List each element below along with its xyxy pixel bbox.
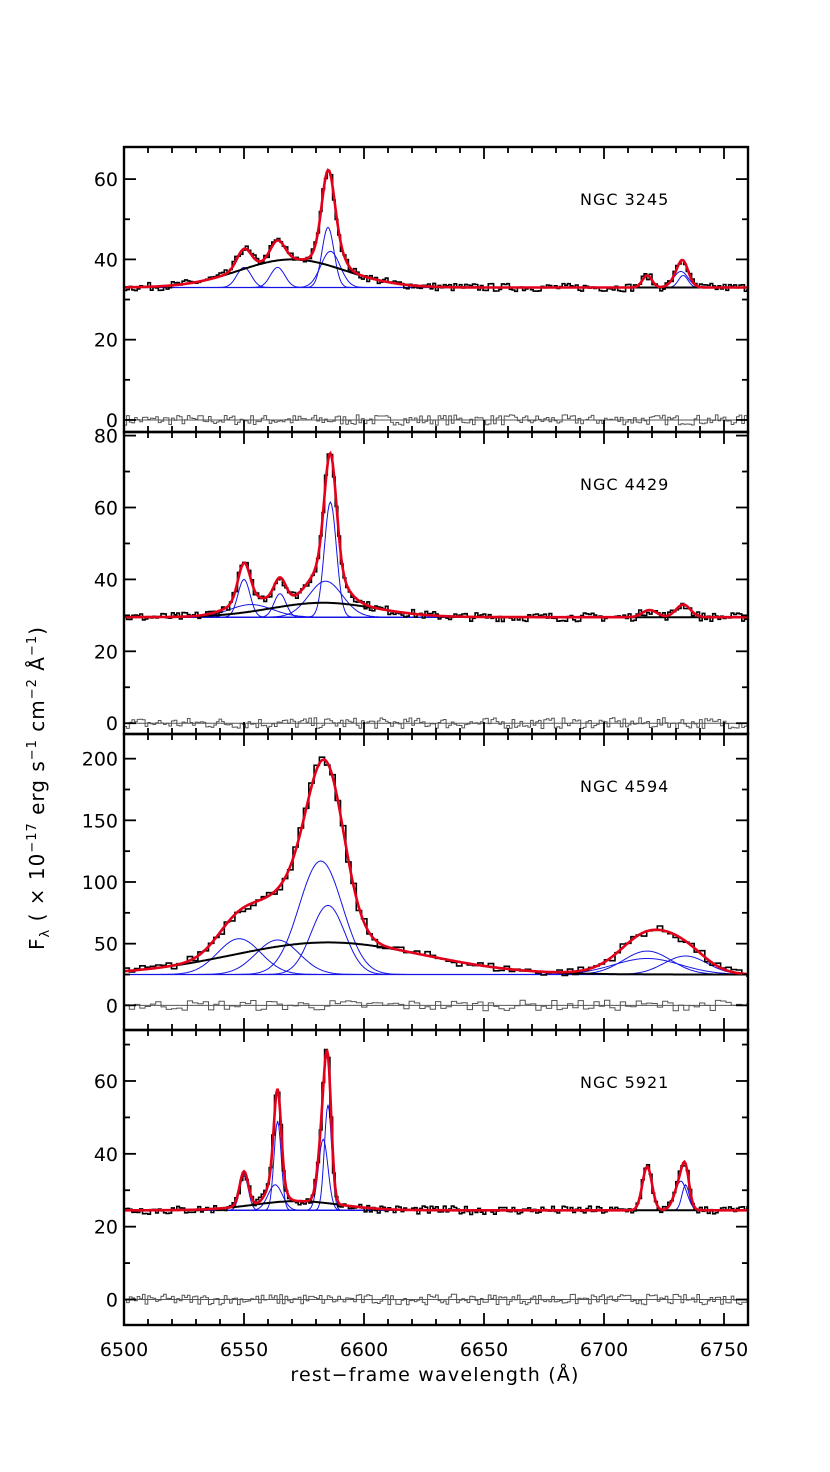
y-tick-label: 0 <box>106 713 118 735</box>
residual-spectrum <box>124 1293 748 1306</box>
y-tick-label: 0 <box>106 1290 118 1312</box>
svg-text:Fλ ( × 10−17 erg s−1 cm−2 Å−1): Fλ ( × 10−17 erg s−1 cm−2 Å−1) <box>25 626 53 950</box>
panel-ngc-3245: 0 20 40 60 NGC 3245 <box>94 145 750 434</box>
component-3 <box>124 904 748 975</box>
x-axis-label: rest−frame wavelength (Å) <box>290 1363 579 1386</box>
x-tick-labels: 6500 6550 6600 6650 6700 6750 <box>100 1339 748 1361</box>
y-tick-label: 20 <box>94 641 118 663</box>
y-tick-label: 100 <box>82 872 118 894</box>
total-fit <box>124 1049 748 1212</box>
component-2 <box>124 226 748 288</box>
residual-spectrum <box>124 414 748 426</box>
x-tick-label: 6700 <box>580 1339 628 1361</box>
panel-ngc-4594: 0 50 100 150 200 NGC 4594 <box>82 732 750 1032</box>
plot-area <box>124 1048 748 1306</box>
x-tick-label: 6750 <box>700 1339 748 1361</box>
galaxy-label: NGC 3245 <box>580 190 669 209</box>
plot-area <box>124 168 748 426</box>
y-tick-label: 50 <box>94 934 118 956</box>
y-tick-label: 40 <box>94 249 118 271</box>
x-tick-label: 6600 <box>340 1339 388 1361</box>
galaxy-label: NGC 4594 <box>580 777 669 796</box>
y-tick-label: 60 <box>94 498 118 520</box>
y-tick-label: 150 <box>82 810 118 832</box>
y-tick-label: 200 <box>82 749 118 771</box>
component-2 <box>124 501 748 618</box>
galaxy-label: NGC 4429 <box>580 475 669 494</box>
y-axis-label: Fλ ( × 10−17 erg s−1 cm−2 Å−1) <box>25 626 53 950</box>
plot-area <box>124 756 748 1012</box>
plot-area <box>124 450 748 730</box>
x-tick-label: 6550 <box>220 1339 268 1361</box>
galaxy-label: NGC 5921 <box>580 1073 669 1092</box>
y-tick-label: 60 <box>94 169 118 191</box>
y-tick-label: 0 <box>106 410 118 432</box>
y-tick-label: 20 <box>94 1217 118 1239</box>
y-tick-label: 0 <box>106 995 118 1017</box>
panel-ngc-4429: 0 20 40 60 80 NGC 4429 <box>94 426 750 735</box>
component-5 <box>124 958 748 975</box>
y-tick-label: 80 <box>94 426 118 448</box>
x-tick-label: 6650 <box>460 1339 508 1361</box>
total-fit <box>124 168 748 289</box>
y-tick-label: 40 <box>94 1144 118 1166</box>
y-tick-label: 40 <box>94 569 118 591</box>
total-fit <box>124 450 748 619</box>
total-fit <box>124 758 748 976</box>
y-tick-label: 20 <box>94 330 118 352</box>
residual-spectrum <box>124 999 748 1012</box>
x-tick-label: 6500 <box>100 1339 148 1361</box>
panel-ngc-5921: 0 20 40 60 NGC 5921 <box>94 1028 750 1327</box>
component-5 <box>124 1165 748 1211</box>
y-tick-label: 60 <box>94 1071 118 1093</box>
